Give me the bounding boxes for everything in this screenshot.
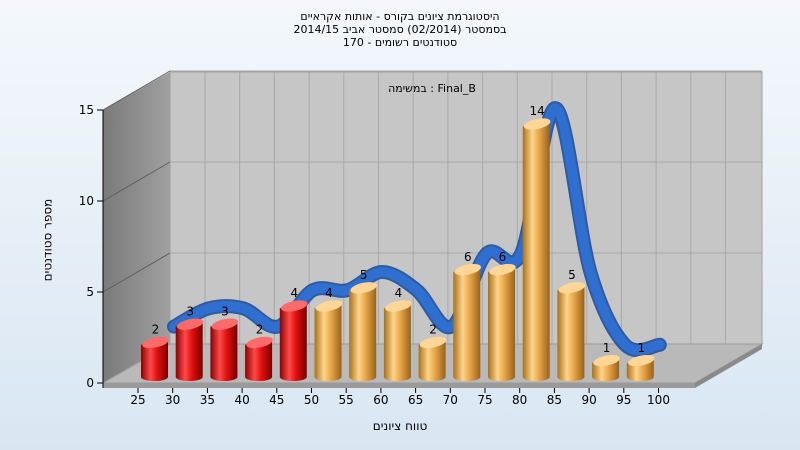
gridline-wall <box>102 70 171 111</box>
bar: 6 <box>453 250 482 381</box>
bar-data-label: 4 <box>290 286 298 300</box>
gridlines <box>102 70 762 344</box>
title-line-1: היסטוגרמת ציונים בקורס - אותות אקראיים <box>300 10 500 23</box>
y-tick-label: 10 <box>79 194 94 208</box>
bar-top <box>454 263 482 276</box>
y-tick-label: 5 <box>86 285 94 299</box>
x-tick-label: 85 <box>547 393 562 407</box>
bar: 3 <box>210 304 239 381</box>
bars: 2 3 3 2 4 4 5 4 2 6 6 14 5 1 1 <box>141 104 655 381</box>
bar-top <box>246 336 273 349</box>
bar-data-label: 3 <box>221 304 229 318</box>
x-tick-label: 60 <box>373 393 388 407</box>
bar: 4 <box>314 286 343 381</box>
bar-top <box>211 318 239 330</box>
bar-data-label: 2 <box>429 323 437 337</box>
bar-top <box>489 263 516 276</box>
left-wall <box>103 72 170 383</box>
title-line-2: בסמסטר (02/2014) סמסטר אביב 2014/15 <box>293 23 507 36</box>
bar-top <box>176 318 204 330</box>
trend-curve <box>167 101 667 358</box>
bar-data-label: 1 <box>603 341 611 355</box>
bar-body <box>245 340 273 381</box>
bar-top <box>593 354 620 367</box>
bar-body <box>279 304 307 381</box>
bar-data-label: 6 <box>499 250 507 264</box>
x-tick-label: 70 <box>443 393 458 407</box>
chart-annotation: במשימה : Final_B <box>388 82 476 95</box>
bar-data-label: 4 <box>395 286 403 300</box>
x-tick-label: 100 <box>647 393 670 407</box>
bar: 1 <box>626 341 655 381</box>
bar: 4 <box>279 286 308 381</box>
bar-top <box>281 300 308 312</box>
x-axis-label: טווח ציונים <box>372 419 428 433</box>
trend-curve-line <box>169 103 665 356</box>
bar-top <box>142 336 169 349</box>
bar-body <box>418 340 446 381</box>
bar-data-label: 2 <box>152 323 160 337</box>
bar: 6 <box>488 250 516 381</box>
bar: 2 <box>141 323 169 381</box>
bar-body <box>141 340 168 381</box>
bar: 4 <box>383 286 412 381</box>
bar-data-label: 6 <box>464 250 472 264</box>
bar-body <box>488 267 515 381</box>
right-front-edge <box>695 344 762 388</box>
x-tick-label: 45 <box>269 393 284 407</box>
bar-body <box>557 286 585 381</box>
y-axis-label: מספר סטודנטים <box>40 198 55 282</box>
bar-top <box>385 300 412 312</box>
bar-body <box>210 322 238 381</box>
x-tick-label: 55 <box>339 393 354 407</box>
bar: 14 <box>522 104 551 381</box>
bar: 3 <box>175 304 204 381</box>
bar-top <box>419 336 447 349</box>
bar-body <box>175 322 203 381</box>
gridline-wall <box>102 161 171 202</box>
bar-data-label: 3 <box>186 304 194 318</box>
x-tick-label: 80 <box>512 393 527 407</box>
floor-front-edge <box>103 383 695 388</box>
bar: 2 <box>418 323 447 381</box>
chart-titles: היסטוגרמת ציונים בקורס - אותות אקראיים ב… <box>0 10 800 49</box>
x-tick-label: 75 <box>477 393 492 407</box>
bar-top <box>315 300 343 312</box>
bar: 2 <box>245 323 273 381</box>
x-tick-label: 25 <box>130 393 145 407</box>
bar-data-label: 1 <box>637 341 645 355</box>
bar: 5 <box>557 268 586 381</box>
bar-body <box>314 304 342 381</box>
bar-top <box>350 282 377 294</box>
gridline-wall <box>102 252 171 293</box>
x-tick-label: 35 <box>200 393 215 407</box>
y-tick-label: 0 <box>86 376 94 390</box>
bar-top <box>558 282 586 294</box>
bar-data-label: 2 <box>256 323 264 337</box>
x-tick-label: 50 <box>304 393 319 407</box>
bar-body <box>349 286 377 381</box>
bar-top <box>523 118 551 130</box>
bar: 1 <box>592 341 620 381</box>
bar-top <box>628 354 655 367</box>
x-tick-label: 65 <box>408 393 423 407</box>
bar-body <box>453 267 481 381</box>
bar-data-label: 5 <box>568 268 576 282</box>
bar-data-label: 4 <box>325 286 333 300</box>
bar: 5 <box>349 268 377 381</box>
bar-data-label: 14 <box>530 104 545 118</box>
y-tick-label: 15 <box>79 103 94 117</box>
x-tick-label: 40 <box>234 393 249 407</box>
bar-body <box>522 122 550 381</box>
x-tick-label: 95 <box>616 393 631 407</box>
bar-body <box>383 304 411 381</box>
title-line-3: 170 - סטודנטים רשומים <box>342 36 458 49</box>
x-tick-label: 30 <box>165 393 180 407</box>
bar-data-label: 5 <box>360 268 368 282</box>
x-tick-label: 90 <box>581 393 596 407</box>
